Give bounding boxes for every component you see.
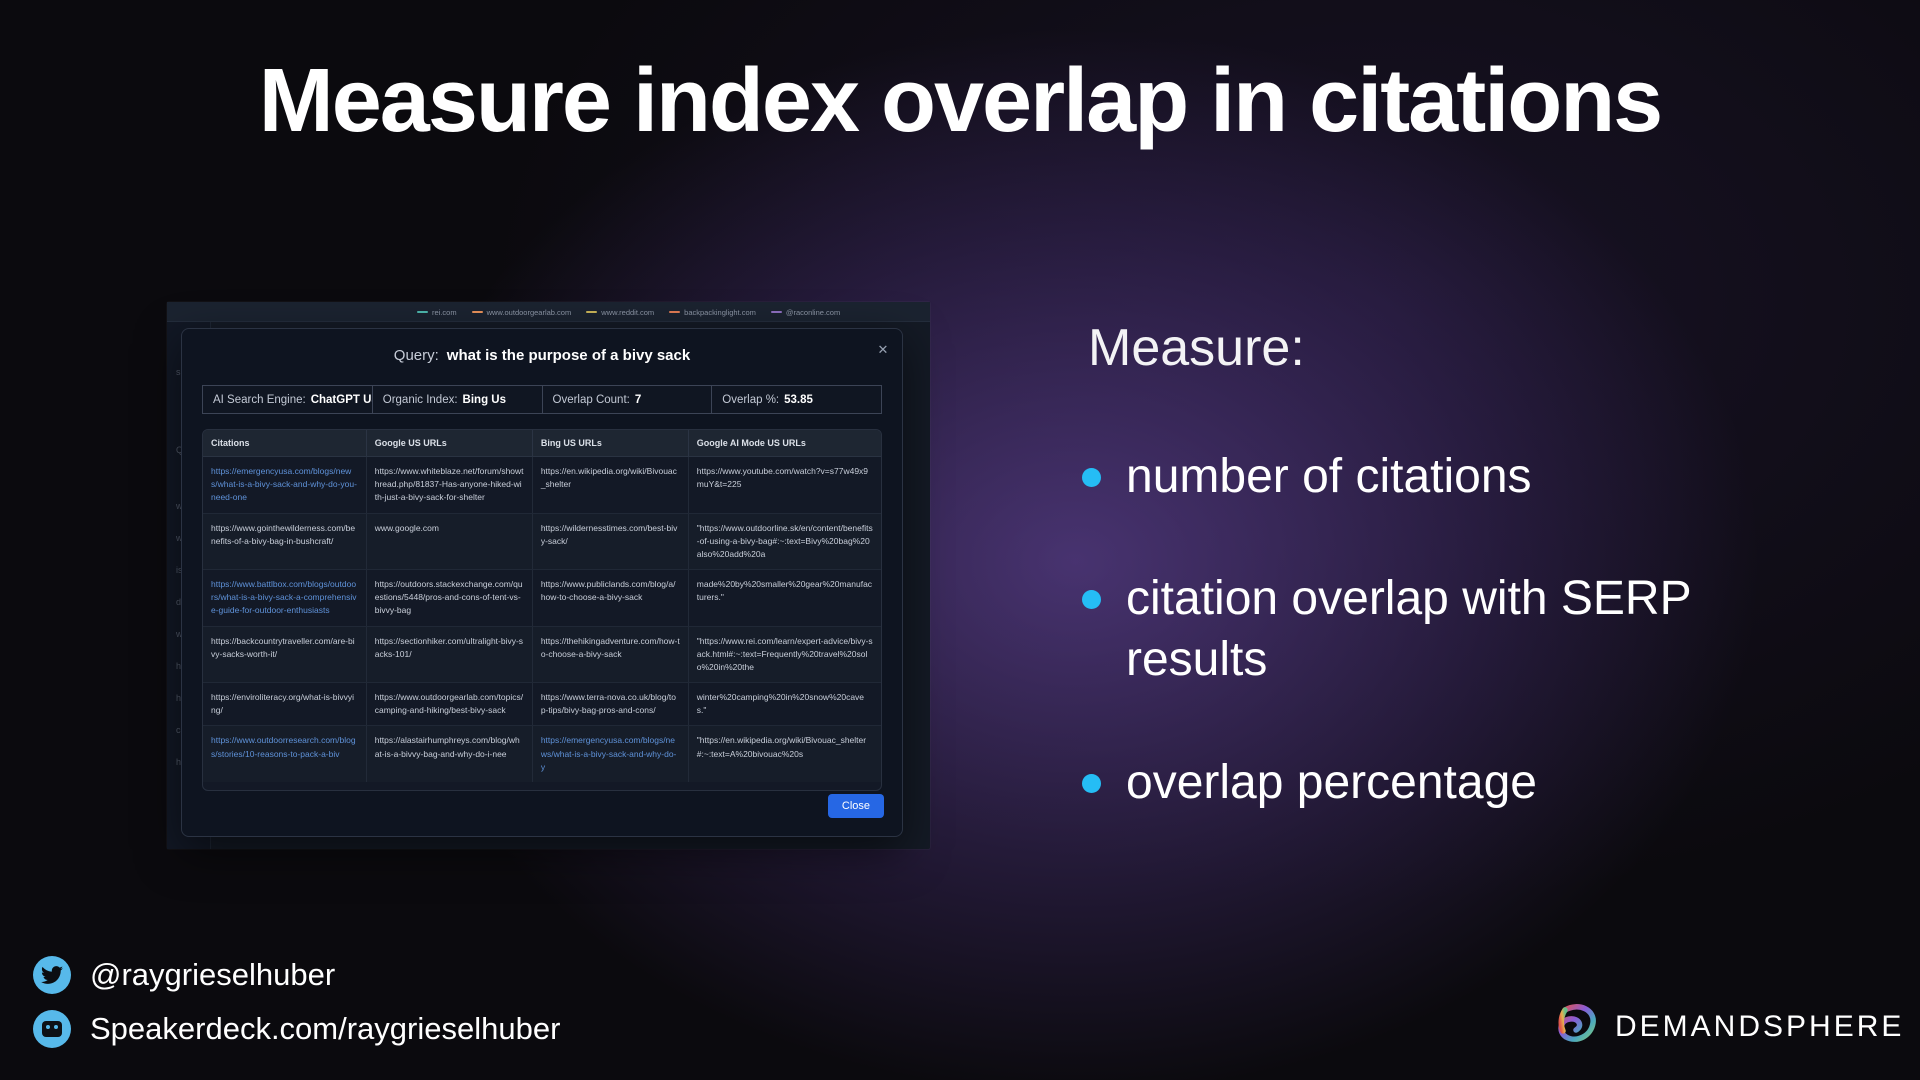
table-row: https://emergencyusa.com/blogs/news/what… xyxy=(203,457,881,513)
url-cell: "https://www.rei.com/learn/expert-advice… xyxy=(687,626,881,683)
legend-item[interactable]: www.reddit.com xyxy=(586,308,654,317)
overlap-modal: ✕ Query: what is the purpose of a bivy sa… xyxy=(181,328,903,837)
column-header: Google AI Mode US URLs xyxy=(687,430,881,456)
speakerdeck-url: Speakerdeck.com/raygrieselhuber xyxy=(90,1011,561,1046)
speakerdeck-icon xyxy=(33,1010,71,1048)
url-cell: https://thehikingadventure.com/how-to-ch… xyxy=(531,626,688,683)
legend-label: rei.com xyxy=(432,307,457,317)
table-body: https://emergencyusa.com/blogs/news/what… xyxy=(203,457,881,782)
info-label: AI Search Engine: xyxy=(213,393,306,406)
info-cell: Organic Index: Bing Us xyxy=(371,385,543,414)
legend-label: www.outdoorgearlab.com xyxy=(486,307,572,317)
url-cell: www.google.com xyxy=(365,513,532,570)
twitter-handle: @raygrieselhuber xyxy=(90,957,336,992)
bullet-text: overlap percentage xyxy=(1126,756,1537,809)
table-row: https://www.battlbox.com/blogs/outdoors/… xyxy=(203,569,881,626)
bullet-dot-icon xyxy=(1082,468,1101,487)
table-row: https://backcountrytraveller.com/are-biv… xyxy=(203,625,881,683)
legend-item[interactable]: @raconline.com xyxy=(770,307,841,317)
table-header-row: Citations Google US URLs Bing US URLs Googl… xyxy=(203,430,881,457)
url-cell: https://www.terra-nova.co.uk/blog/top-ti… xyxy=(531,683,688,726)
legend-label: @raconline.com xyxy=(785,307,841,317)
series-marker-icon xyxy=(471,311,483,313)
url-cell: https://www.publiclands.com/blog/a/how-t… xyxy=(531,570,688,626)
bullet-text: citation overlap with SERP results xyxy=(1126,572,1691,686)
url-cell: made%20by%20smaller%20gear%20manufacture… xyxy=(687,570,881,626)
column-header: Bing US URLs xyxy=(531,430,688,456)
query-text: what is the purpose of a bivy sack xyxy=(446,347,691,364)
info-value: Bing Us xyxy=(462,393,506,406)
app-screenshot: rei.com www.outdoorgearlab.com www.reddit.… xyxy=(167,302,930,849)
column-header: Citations xyxy=(211,438,250,448)
modal-title: Query: what is the purpose of a bivy sack xyxy=(182,347,902,364)
info-cell: AI Search Engine: ChatGPT US xyxy=(202,385,373,414)
url-cell: https://enviroliteracy.org/what-is-bivvy… xyxy=(211,692,354,716)
info-label: Overlap Count: xyxy=(552,393,630,406)
bullet-dot-icon xyxy=(1082,590,1101,609)
measure-heading: Measure: xyxy=(1088,319,1305,377)
info-cell: Overlap %: 53.85 xyxy=(711,385,882,414)
url-cell: https://en.wikipedia.org/wiki/Bivouac_sh… xyxy=(531,457,688,513)
info-value: 53.85 xyxy=(784,393,813,406)
chart-legend-bar: rei.com www.outdoorgearlab.com www.reddit.… xyxy=(167,302,930,322)
query-label: Query: xyxy=(393,347,439,364)
table-row: https://www.outdoorresearch.com/blogs/st… xyxy=(203,725,881,782)
series-marker-icon xyxy=(770,311,782,313)
url-cell: https://backcountrytraveller.com/are-biv… xyxy=(211,635,355,659)
info-cell: Overlap Count: 7 xyxy=(541,385,713,414)
url-cell: https://alastairhumphreys.com/blog/what-… xyxy=(365,726,532,782)
url-cell: https://outdoors.stackexchange.com/quest… xyxy=(365,570,532,626)
url-cell: "https://en.wikipedia.org/wiki/Bivouac_s… xyxy=(687,726,881,782)
slide-title: Measure index overlap in citations xyxy=(258,51,1663,151)
bullet-text: number of citations xyxy=(1126,450,1532,503)
close-icon[interactable]: ✕ xyxy=(877,342,889,357)
url-cell: https://www.gointhewilderness.com/benefi… xyxy=(211,522,356,546)
url-cell: https://www.whiteblaze.net/forum/showthr… xyxy=(365,457,532,513)
legend-item[interactable]: backpackinglight.com xyxy=(669,308,756,317)
series-marker-icon xyxy=(669,311,681,313)
legend-item[interactable]: rei.com xyxy=(417,308,457,317)
info-label: Overlap %: xyxy=(722,393,780,406)
bullet-item: citation overlap with SERP results xyxy=(1082,569,1762,691)
footer-twitter: @raygrieselhuber xyxy=(33,956,335,994)
brand-lockup: DEMANDSPHERE xyxy=(1553,1000,1904,1053)
legend-item[interactable]: www.outdoorgearlab.com xyxy=(471,307,572,317)
column-header: Google US URLs xyxy=(365,430,532,456)
url-cell: https://sectionhiker.com/ultralight-bivy… xyxy=(365,626,532,683)
url-cell: winter%20camping%20in%20snow%20caves." xyxy=(687,683,881,726)
demandsphere-logo-icon xyxy=(1553,1000,1601,1053)
bullet-item: number of citations xyxy=(1082,447,1762,508)
table-row: https://enviroliteracy.org/what-is-bivvy… xyxy=(203,682,881,726)
close-button[interactable]: Close xyxy=(827,794,884,818)
twitter-icon xyxy=(33,956,71,994)
url-cell[interactable]: https://emergencyusa.com/blogs/news/what… xyxy=(531,726,688,782)
url-cell: "https://www.outdoorline.sk/en/content/b… xyxy=(687,513,881,570)
url-cell[interactable]: https://emergencyusa.com/blogs/news/what… xyxy=(211,466,357,503)
info-label: Organic Index: xyxy=(382,393,458,406)
citations-table: Citations Google US URLs Bing US URLs Googl… xyxy=(202,429,882,791)
url-cell: https://wildernesstimes.com/best-bivy-sa… xyxy=(531,513,688,570)
overlap-info-bar: AI Search Engine: ChatGPT US Organic Index… xyxy=(202,385,882,414)
serp-legend: rei.com www.outdoorgearlab.com www.reddit.… xyxy=(417,302,840,322)
info-value: 7 xyxy=(634,393,642,406)
url-cell: https://www.outdoorgearlab.com/topics/ca… xyxy=(365,683,532,726)
legend-label: backpackinglight.com xyxy=(684,307,756,317)
bullet-item: overlap percentage xyxy=(1082,753,1762,814)
series-marker-icon xyxy=(586,311,598,313)
info-value: ChatGPT US xyxy=(310,393,373,406)
legend-label: www.reddit.com xyxy=(601,307,655,317)
table-row: https://www.gointhewilderness.com/benefi… xyxy=(203,512,881,570)
bullet-dot-icon xyxy=(1082,774,1101,793)
url-cell: https://www.youtube.com/watch?v=s77w49x9… xyxy=(687,457,881,513)
series-marker-icon xyxy=(417,311,428,313)
brand-text: DEMANDSPHERE xyxy=(1615,1009,1905,1043)
footer-speakerdeck: Speakerdeck.com/raygrieselhuber xyxy=(33,1010,560,1048)
url-cell[interactable]: https://www.battlbox.com/blogs/outdoors/… xyxy=(211,579,357,616)
url-cell[interactable]: https://www.outdoorresearch.com/blogs/st… xyxy=(211,735,356,759)
